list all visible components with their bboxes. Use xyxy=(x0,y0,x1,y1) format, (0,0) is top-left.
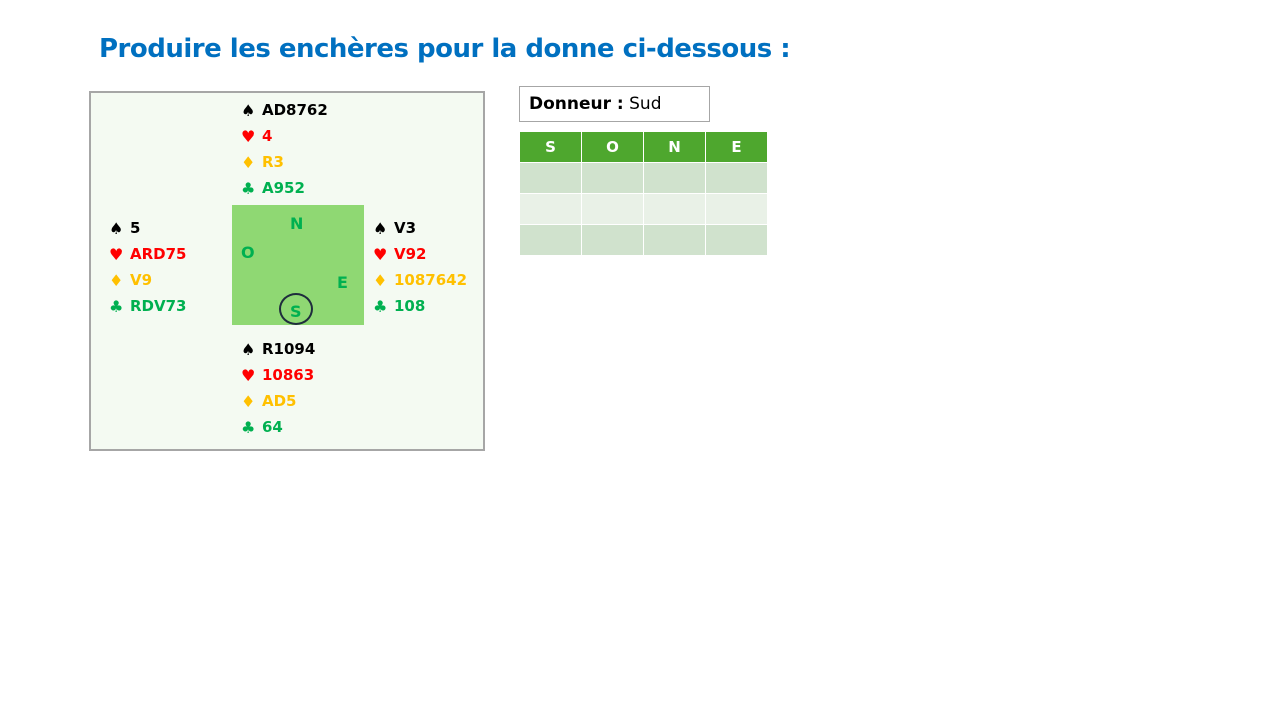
bid-cell[interactable] xyxy=(705,224,768,256)
south-clubs-cards: 64 xyxy=(262,418,283,436)
west-spades-cards: 5 xyxy=(130,219,141,237)
dealer-value: Sud xyxy=(629,94,662,114)
club-icon: ♣ xyxy=(241,178,256,198)
south-clubs-row: ♣ 64 xyxy=(241,414,283,440)
north-hearts-cards: 4 xyxy=(262,127,273,145)
header-o: O xyxy=(581,131,644,163)
bid-cell[interactable] xyxy=(519,193,582,225)
heart-icon: ♥ xyxy=(373,244,388,264)
west-spades-row: ♠ 5 xyxy=(109,215,140,241)
north-spades-cards: AD8762 xyxy=(262,101,328,119)
bidding-row xyxy=(519,162,768,194)
club-icon: ♣ xyxy=(373,296,388,316)
diamond-icon: ♦ xyxy=(241,152,256,172)
dealer-label: Donneur : xyxy=(529,94,624,114)
north-hearts-row: ♥ 4 xyxy=(241,123,272,149)
bid-cell[interactable] xyxy=(581,162,644,194)
south-spades-cards: R1094 xyxy=(262,340,316,358)
header-e: E xyxy=(705,131,768,163)
compass-north: N xyxy=(290,214,304,233)
compass-west: O xyxy=(241,243,255,262)
west-hearts-row: ♥ ARD75 xyxy=(109,241,186,267)
spade-icon: ♠ xyxy=(241,339,256,359)
east-spades-cards: V3 xyxy=(394,219,417,237)
page-title: Produire les enchères pour la donne ci-d… xyxy=(99,34,791,64)
bid-cell[interactable] xyxy=(705,162,768,194)
south-diamonds-row: ♦ AD5 xyxy=(241,388,297,414)
bidding-row xyxy=(519,193,768,225)
diamond-icon: ♦ xyxy=(373,270,388,290)
dealer-circle-marker xyxy=(279,293,313,325)
dealer-box: Donneur : Sud xyxy=(519,86,710,122)
diamond-icon: ♦ xyxy=(241,391,256,411)
west-diamonds-cards: V9 xyxy=(130,271,153,289)
west-diamonds-row: ♦ V9 xyxy=(109,267,152,293)
compass-east: E xyxy=(337,273,348,292)
north-clubs-cards: A952 xyxy=(262,179,305,197)
club-icon: ♣ xyxy=(241,417,256,437)
north-clubs-row: ♣ A952 xyxy=(241,175,305,201)
west-clubs-row: ♣ RDV73 xyxy=(109,293,186,319)
east-diamonds-row: ♦ 1087642 xyxy=(373,267,467,293)
east-hearts-row: ♥ V92 xyxy=(373,241,426,267)
bidding-header-row: S O N E xyxy=(519,131,768,163)
west-hearts-cards: ARD75 xyxy=(130,245,187,263)
header-n: N xyxy=(643,131,706,163)
heart-icon: ♥ xyxy=(241,365,256,385)
north-diamonds-cards: R3 xyxy=(262,153,284,171)
south-diamonds-cards: AD5 xyxy=(262,392,297,410)
west-clubs-cards: RDV73 xyxy=(130,297,187,315)
south-hearts-cards: 10863 xyxy=(262,366,315,384)
bid-cell[interactable] xyxy=(581,224,644,256)
bid-cell[interactable] xyxy=(705,193,768,225)
south-hearts-row: ♥ 10863 xyxy=(241,362,314,388)
bid-cell[interactable] xyxy=(581,193,644,225)
north-diamonds-row: ♦ R3 xyxy=(241,149,284,175)
south-spades-row: ♠ R1094 xyxy=(241,336,315,362)
bidding-table: S O N E xyxy=(519,131,768,256)
spade-icon: ♠ xyxy=(241,100,256,120)
north-spades-row: ♠ AD8762 xyxy=(241,97,328,123)
east-hearts-cards: V92 xyxy=(394,245,427,263)
east-clubs-cards: 108 xyxy=(394,297,426,315)
bid-cell[interactable] xyxy=(643,224,706,256)
bid-cell[interactable] xyxy=(519,224,582,256)
east-spades-row: ♠ V3 xyxy=(373,215,416,241)
bid-cell[interactable] xyxy=(643,193,706,225)
compass: N O E S xyxy=(232,205,364,325)
heart-icon: ♥ xyxy=(109,244,124,264)
east-diamonds-cards: 1087642 xyxy=(394,271,468,289)
east-clubs-row: ♣ 108 xyxy=(373,293,425,319)
club-icon: ♣ xyxy=(109,296,124,316)
spade-icon: ♠ xyxy=(109,218,124,238)
bid-cell[interactable] xyxy=(519,162,582,194)
bidding-row xyxy=(519,224,768,256)
spade-icon: ♠ xyxy=(373,218,388,238)
heart-icon: ♥ xyxy=(241,126,256,146)
bid-cell[interactable] xyxy=(643,162,706,194)
header-s: S xyxy=(519,131,582,163)
diamond-icon: ♦ xyxy=(109,270,124,290)
